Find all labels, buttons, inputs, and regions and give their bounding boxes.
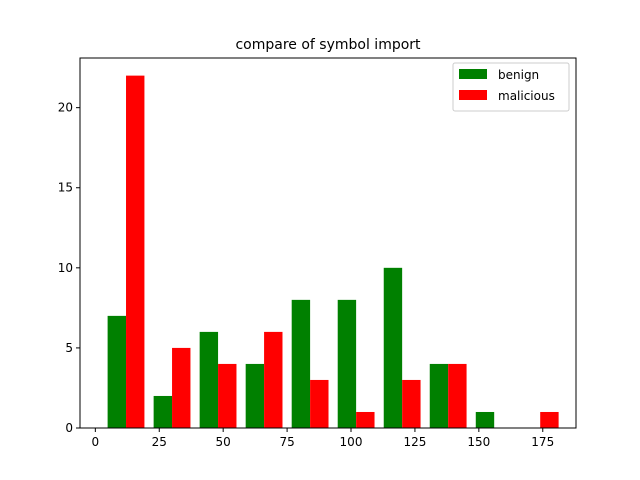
bar-benign-6 xyxy=(383,267,403,428)
x-tick-label-100: 100 xyxy=(340,435,363,449)
bars xyxy=(107,75,559,428)
legend-swatch-benign xyxy=(459,69,487,79)
bar-malicious-4 xyxy=(310,379,329,428)
x-tick-label-150: 150 xyxy=(467,435,490,449)
bar-benign-7 xyxy=(429,363,449,428)
bar-benign-0 xyxy=(107,315,127,428)
x-tick-label-0: 0 xyxy=(92,435,100,449)
x-tick-label-75: 75 xyxy=(279,435,294,449)
bar-malicious-7 xyxy=(448,363,467,428)
y-axis: 0 5 10 15 20 xyxy=(58,101,80,435)
bar-benign-8 xyxy=(475,411,495,428)
bar-benign-4 xyxy=(291,299,311,428)
chart-title: compare of symbol import xyxy=(235,37,421,53)
x-tick-label-50: 50 xyxy=(216,435,231,449)
y-tick-label-5: 5 xyxy=(65,341,73,355)
bar-malicious-2 xyxy=(218,363,237,428)
bar-malicious-3 xyxy=(264,331,283,428)
bar-benign-3 xyxy=(245,363,265,428)
bar-malicious-1 xyxy=(172,347,191,428)
y-tick-label-20: 20 xyxy=(58,101,73,115)
x-tick-label-25: 25 xyxy=(152,435,167,449)
legend-swatch-malicious xyxy=(459,90,487,100)
x-tick-label-125: 125 xyxy=(403,435,426,449)
legend-label-benign: benign xyxy=(498,68,539,82)
bar-benign-2 xyxy=(199,331,219,428)
x-tick-label-175: 175 xyxy=(531,435,554,449)
bar-malicious-5 xyxy=(356,411,375,428)
bar-benign-1 xyxy=(153,395,173,428)
bar-benign-5 xyxy=(337,299,357,428)
legend-label-malicious: malicious xyxy=(498,89,555,103)
y-tick-label-10: 10 xyxy=(58,261,73,275)
bar-malicious-6 xyxy=(402,379,421,428)
bar-malicious-0 xyxy=(126,75,145,428)
bar-malicious-9 xyxy=(540,411,559,428)
y-tick-label-0: 0 xyxy=(65,421,73,435)
plot-frame xyxy=(79,57,577,429)
legend: benign malicious xyxy=(452,62,570,112)
x-axis: 0 25 50 75 100 125 150 175 xyxy=(92,428,554,449)
y-tick-label-15: 15 xyxy=(58,181,73,195)
